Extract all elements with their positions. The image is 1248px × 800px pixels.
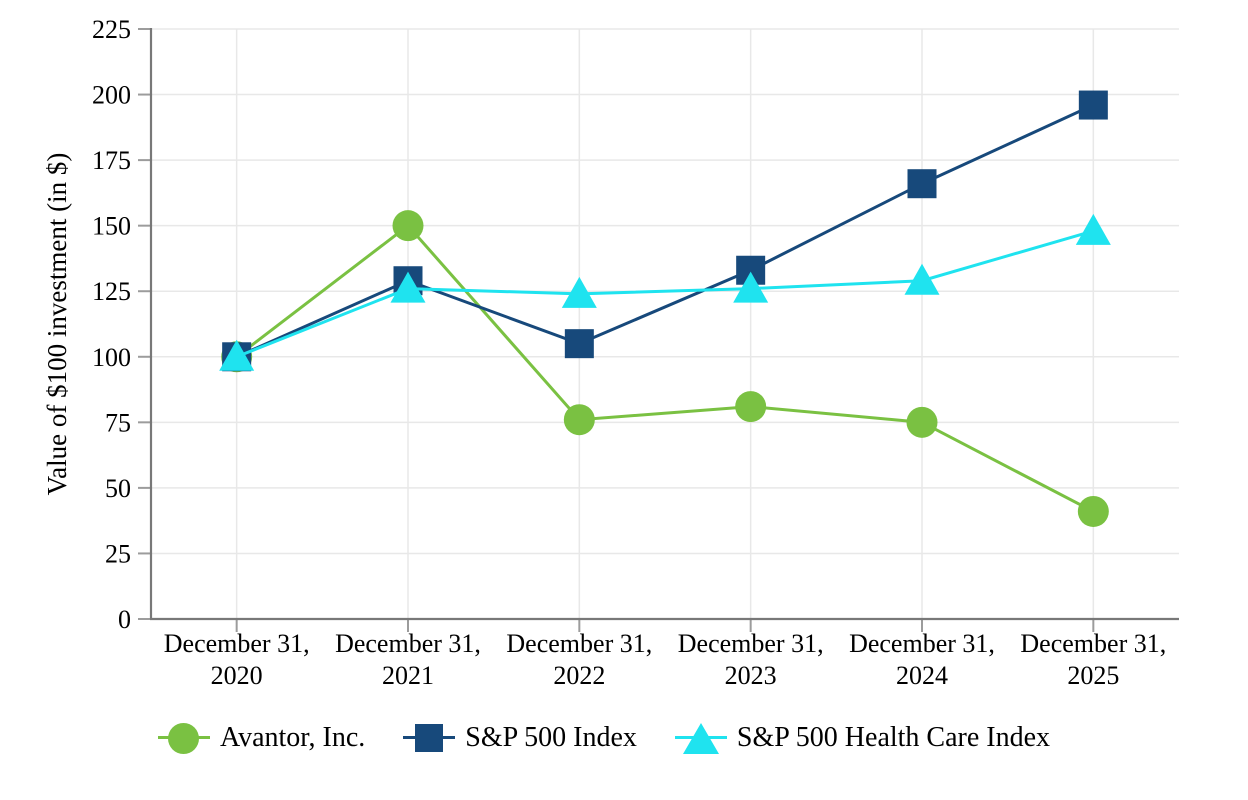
legend-label: S&P 500 Health Care Index: [736, 722, 1051, 753]
square-marker-icon: [907, 169, 937, 199]
circle-marker-icon: [563, 404, 595, 436]
chart-plot: 0 25 50 75 100 125 150 175 200 225 December 31, 202…: [92, 15, 1179, 690]
square-marker-icon: [415, 724, 444, 752]
y-tick-label: 0: [118, 605, 131, 634]
legend-marker-circle-icon: [157, 721, 210, 755]
y-tick-label: 200: [92, 81, 131, 110]
triangle-marker-icon: [561, 276, 597, 308]
legend-marker-triangle-icon: [674, 721, 727, 755]
legend-label: Avantor, Inc.: [219, 722, 366, 753]
y-tick-label: 175: [92, 146, 131, 175]
triangle-marker-icon: [219, 339, 255, 371]
triangle-marker-icon: [904, 263, 940, 295]
chart-legend: Avantor, Inc. S&P 500 Index S&P 500 Heal…: [0, 721, 1228, 755]
series-line-0: [235, 223, 1095, 513]
x-tick-label: December 31, 2024: [849, 629, 995, 690]
y-tick-label: 50: [105, 474, 131, 503]
triangle-marker-icon: [733, 271, 769, 303]
triangle-marker-icon: [390, 271, 426, 303]
legend-item-avantor: Avantor, Inc.: [157, 721, 366, 755]
x-tick-label: December 31, 2023: [678, 629, 824, 690]
x-tick-label: December 31, 2020: [164, 629, 310, 690]
y-tick-label: 150: [92, 212, 131, 241]
legend-item-sp500-health-care: S&P 500 Health Care Index: [674, 721, 1051, 755]
circle-marker-icon: [168, 722, 200, 754]
y-tick-label: 225: [92, 15, 131, 44]
x-tick-label: December 31, 2021: [335, 629, 481, 690]
series-line-1: [236, 103, 1094, 359]
legend-item-sp500: S&P 500 Index: [403, 721, 637, 755]
x-tick-label: December 31, 2022: [506, 629, 652, 690]
square-marker-icon: [564, 329, 594, 359]
square-marker-icon: [1078, 90, 1108, 120]
triangle-marker-icon: [1075, 213, 1111, 245]
circle-marker-icon: [735, 391, 767, 423]
circle-marker-icon: [906, 406, 938, 438]
triangle-marker-icon: [682, 722, 719, 754]
x-tick-label: December 31, 2025: [1020, 629, 1166, 690]
circle-marker-icon: [1077, 495, 1109, 527]
y-tick-label: 125: [92, 277, 131, 306]
series-line-2: [236, 229, 1094, 359]
legend-marker-square-icon: [403, 721, 456, 755]
y-tick-label: 100: [92, 343, 131, 372]
y-tick-label: 25: [105, 539, 131, 568]
circle-marker-icon: [392, 210, 424, 242]
legend-label: S&P 500 Index: [465, 722, 637, 753]
y-tick-label: 75: [105, 408, 131, 437]
